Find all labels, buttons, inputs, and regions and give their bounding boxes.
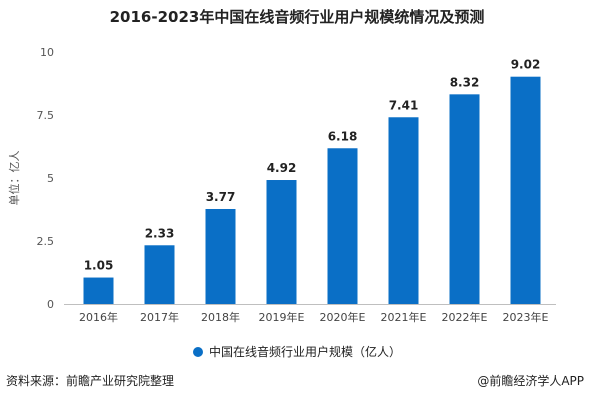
bars bbox=[83, 76, 541, 304]
bar bbox=[327, 148, 358, 304]
y-ticks: 0 2.5 5 7.5 10 bbox=[37, 46, 55, 311]
data-label: 4.92 bbox=[267, 161, 297, 175]
x-tick-label: 2022年E bbox=[442, 310, 488, 324]
bar bbox=[266, 180, 297, 304]
bar bbox=[144, 245, 175, 304]
y-tick-label: 0 bbox=[47, 298, 54, 311]
x-ticks: 2016年 2017年 2018年 2019年E 2020年E 2021年E 2022年E 2… bbox=[79, 310, 549, 324]
data-label: 6.18 bbox=[328, 129, 358, 143]
y-tick-label: 2.5 bbox=[37, 235, 55, 248]
credit-note: @前瞻经济学人APP bbox=[477, 374, 584, 388]
bar bbox=[205, 208, 236, 304]
data-label: 7.41 bbox=[389, 98, 419, 112]
x-tick-label: 2023年E bbox=[503, 310, 549, 324]
x-tick-label: 2017年 bbox=[140, 310, 179, 324]
y-tick-label: 10 bbox=[40, 46, 54, 59]
bar bbox=[388, 117, 419, 304]
y-tick-label: 7.5 bbox=[37, 109, 55, 122]
y-axis-label: 单位：亿人 bbox=[7, 151, 21, 206]
legend-marker bbox=[192, 347, 203, 357]
bar bbox=[510, 76, 541, 304]
legend-label: 中国在线音频行业用户规模（亿人） bbox=[208, 345, 401, 359]
data-label: 9.02 bbox=[511, 58, 541, 72]
legend: 中国在线音频行业用户规模（亿人） bbox=[0, 343, 594, 360]
x-tick-label: 2018年 bbox=[201, 310, 240, 324]
y-tick-label: 5 bbox=[47, 172, 54, 185]
x-tick-label: 2019年E bbox=[259, 310, 305, 324]
data-label: 2.33 bbox=[145, 226, 175, 240]
bar bbox=[83, 277, 114, 304]
data-labels: 1.05 2.33 3.77 4.92 6.18 7.41 8.32 9.02 bbox=[84, 58, 541, 273]
source-note: 资料来源：前瞻产业研究院整理 bbox=[6, 374, 175, 388]
y-axis-label-group: 单位：亿人 bbox=[7, 151, 21, 206]
x-tick-label: 2021年E bbox=[381, 310, 427, 324]
x-tick-label: 2016年 bbox=[79, 310, 118, 324]
data-label: 1.05 bbox=[84, 259, 114, 273]
chart-title: 2016-2023年中国在线音频行业用户规模统情况及预测 bbox=[109, 8, 485, 26]
data-label: 3.77 bbox=[206, 190, 236, 204]
x-tick-label: 2020年E bbox=[320, 310, 366, 324]
footer: 资料来源：前瞻产业研究院整理 @前瞻经济学人APP bbox=[0, 372, 594, 402]
bar bbox=[449, 94, 480, 304]
data-label: 8.32 bbox=[450, 75, 480, 89]
